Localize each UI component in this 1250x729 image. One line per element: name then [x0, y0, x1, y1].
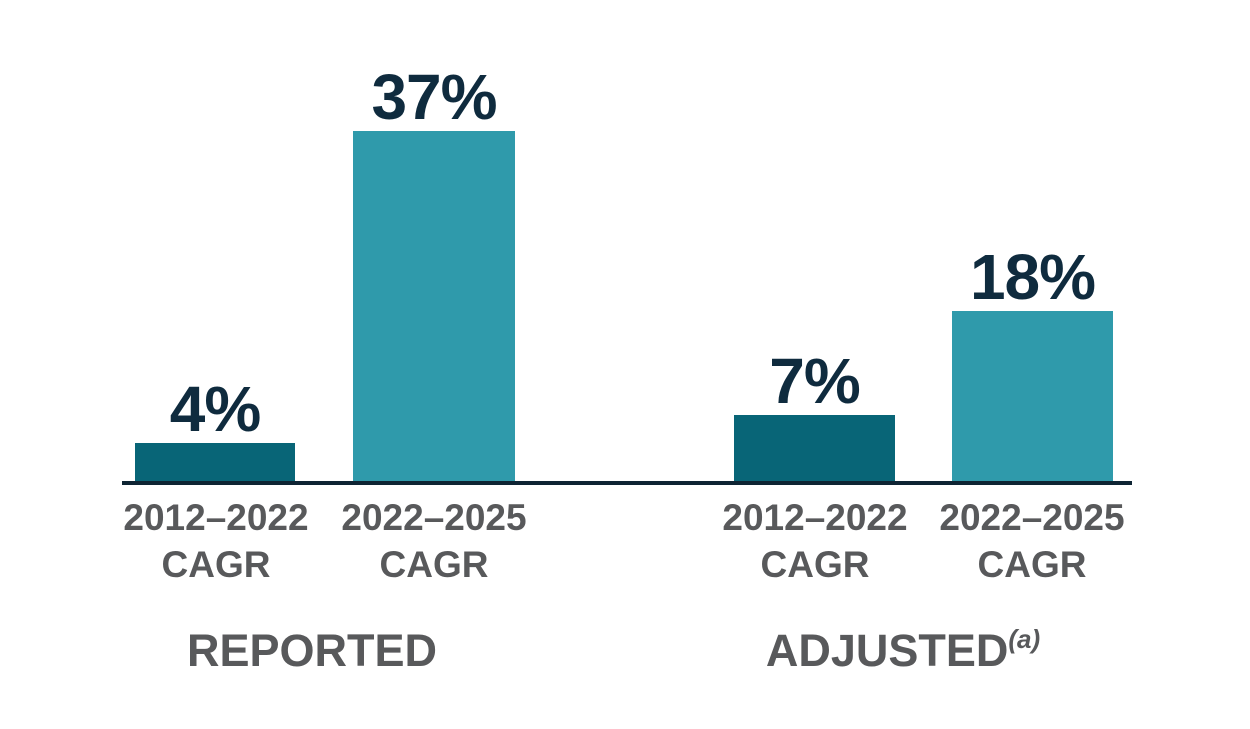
tick-cagr: CAGR: [379, 544, 489, 585]
tick-period: 2022–2025: [341, 497, 527, 538]
bar-value-label: 4%: [169, 373, 261, 445]
bar-column-reported-2012-2022: 4%: [135, 377, 295, 481]
tick-period: 2012–2022: [722, 497, 908, 538]
tick-period: 2022–2025: [939, 497, 1125, 538]
tick-label-adjusted-2022-2025: 2022–2025 CAGR: [902, 494, 1162, 588]
bar-column-adjusted-2022-2025: 18%: [952, 245, 1113, 481]
group-label-text: ADJUSTED: [765, 625, 1009, 676]
tick-label-reported-2022-2025: 2022–2025 CAGR: [304, 494, 564, 588]
bar-reported-2012-2022: [135, 443, 295, 481]
bar-value-label: 18%: [969, 241, 1096, 313]
bar-column-reported-2022-2025: 37%: [353, 65, 515, 481]
bar-adjusted-2012-2022: [734, 415, 895, 481]
bar-value-label: 7%: [769, 345, 860, 417]
group-label-text: REPORTED: [186, 625, 438, 676]
bar-column-adjusted-2012-2022: 7%: [734, 349, 895, 481]
tick-cagr: CAGR: [161, 544, 271, 585]
group-label-adjusted: ADJUSTED(a): [766, 626, 1040, 673]
tick-label-adjusted-2012-2022: 2012–2022 CAGR: [685, 494, 945, 588]
tick-cagr: CAGR: [760, 544, 870, 585]
group-label-superscript: (a): [1008, 624, 1041, 654]
bar-reported-2022-2025: [353, 131, 515, 481]
x-axis-line: [122, 481, 1132, 485]
bar-adjusted-2022-2025: [952, 311, 1113, 481]
bar-value-label: 37%: [371, 61, 497, 133]
tick-cagr: CAGR: [977, 544, 1087, 585]
group-label-reported: REPORTED: [187, 626, 437, 673]
tick-label-reported-2012-2022: 2012–2022 CAGR: [86, 494, 346, 588]
tick-period: 2012–2022: [123, 497, 309, 538]
